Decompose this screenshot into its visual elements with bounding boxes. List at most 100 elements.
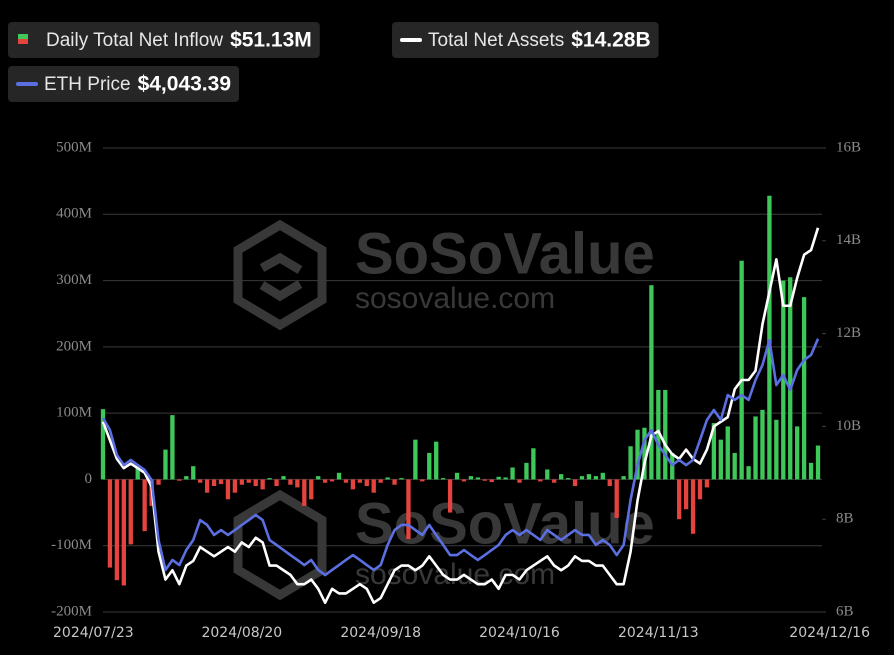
bar xyxy=(586,474,592,480)
plot-area xyxy=(100,195,821,605)
bar xyxy=(496,476,501,480)
x-tick-label: 2024/09/18 xyxy=(340,625,421,641)
bar xyxy=(538,479,543,482)
bar xyxy=(385,477,390,480)
bar xyxy=(795,426,800,480)
bar xyxy=(607,479,612,487)
bar xyxy=(392,479,397,485)
bar xyxy=(482,479,487,481)
bar xyxy=(128,479,133,545)
bar xyxy=(135,466,140,480)
bar xyxy=(732,452,737,480)
bar xyxy=(725,426,730,480)
bar xyxy=(295,479,300,488)
bar xyxy=(614,479,619,518)
bar xyxy=(718,439,723,480)
bar xyxy=(100,409,106,480)
bar xyxy=(434,441,439,480)
bar xyxy=(663,389,668,480)
watermark-brand: SoSoValue xyxy=(355,221,655,286)
bar xyxy=(683,479,689,510)
bar xyxy=(621,476,626,480)
legend-value: $4,043.39 xyxy=(138,73,231,96)
y2-tick-label: 12B xyxy=(836,325,861,341)
bar xyxy=(593,476,599,480)
bar xyxy=(565,478,571,480)
bar xyxy=(552,479,557,483)
bar xyxy=(107,479,113,568)
bar xyxy=(801,297,807,480)
bar xyxy=(760,409,765,480)
watermark-url: sosovalue.com xyxy=(355,282,555,315)
legend-swatch xyxy=(18,34,28,39)
bar xyxy=(628,446,633,480)
bar xyxy=(211,479,217,487)
bar xyxy=(302,479,307,506)
bar xyxy=(184,476,189,480)
legend-value: $14.28B xyxy=(571,29,650,52)
legend-box xyxy=(392,22,659,58)
bar xyxy=(559,474,564,480)
bar xyxy=(156,479,161,485)
bar xyxy=(649,285,654,480)
bar xyxy=(454,472,460,480)
bar xyxy=(711,423,717,480)
bar xyxy=(357,479,362,483)
bar xyxy=(468,476,474,480)
legend-box xyxy=(8,66,240,102)
bar xyxy=(475,477,481,480)
bar xyxy=(288,479,293,485)
bar xyxy=(218,479,224,485)
bar xyxy=(517,479,522,483)
bar xyxy=(406,479,411,540)
bar xyxy=(204,479,210,493)
bar xyxy=(232,479,238,493)
y2-tick-label: 16B xyxy=(836,139,861,155)
y-tick-label: -200M xyxy=(51,603,92,619)
bar xyxy=(524,462,529,480)
line xyxy=(101,338,820,577)
y-tick-label: -100M xyxy=(51,537,92,553)
bar xyxy=(503,477,508,480)
watermark-logo xyxy=(233,219,327,331)
y-tick-label: 500M xyxy=(56,139,92,155)
bar xyxy=(343,479,349,483)
legend-value: $51.13M xyxy=(230,29,312,52)
legend-box xyxy=(8,22,320,58)
bar xyxy=(350,479,356,490)
bar xyxy=(767,195,772,480)
bar xyxy=(420,479,425,482)
axes: -200M -100M 0 100M 200M 300M 400M 500M 6B 8B 10B 12… xyxy=(51,139,870,641)
bar xyxy=(163,449,168,480)
bar xyxy=(635,429,640,480)
bar xyxy=(774,419,779,480)
bar xyxy=(461,479,467,482)
bar xyxy=(440,478,446,480)
legend-swatch xyxy=(18,39,28,44)
watermark-url: sosovalue.com xyxy=(355,558,555,591)
bar xyxy=(309,479,314,500)
bar xyxy=(191,466,196,480)
legend-label: Daily Total Net Inflow xyxy=(46,30,223,51)
bar xyxy=(690,479,696,534)
bar xyxy=(198,479,203,483)
y-tick-label: 100M xyxy=(56,405,92,421)
bar xyxy=(329,479,335,482)
y-tick-label: 0 xyxy=(85,471,93,487)
y-tick-label: 200M xyxy=(56,338,92,354)
legend: Daily Total Net Inflow $51.13M Total Net A… xyxy=(8,22,659,102)
bar xyxy=(274,479,279,487)
bar xyxy=(177,479,182,481)
bar xyxy=(253,479,258,487)
bar xyxy=(642,427,647,480)
bar xyxy=(413,439,418,480)
bar xyxy=(808,462,814,480)
bar xyxy=(781,280,786,480)
bar xyxy=(260,479,265,490)
legend-label: ETH Price xyxy=(44,74,131,95)
bar xyxy=(336,472,342,480)
bar xyxy=(697,479,703,500)
bar xyxy=(739,260,744,480)
bar xyxy=(322,479,328,483)
bar xyxy=(656,389,661,480)
